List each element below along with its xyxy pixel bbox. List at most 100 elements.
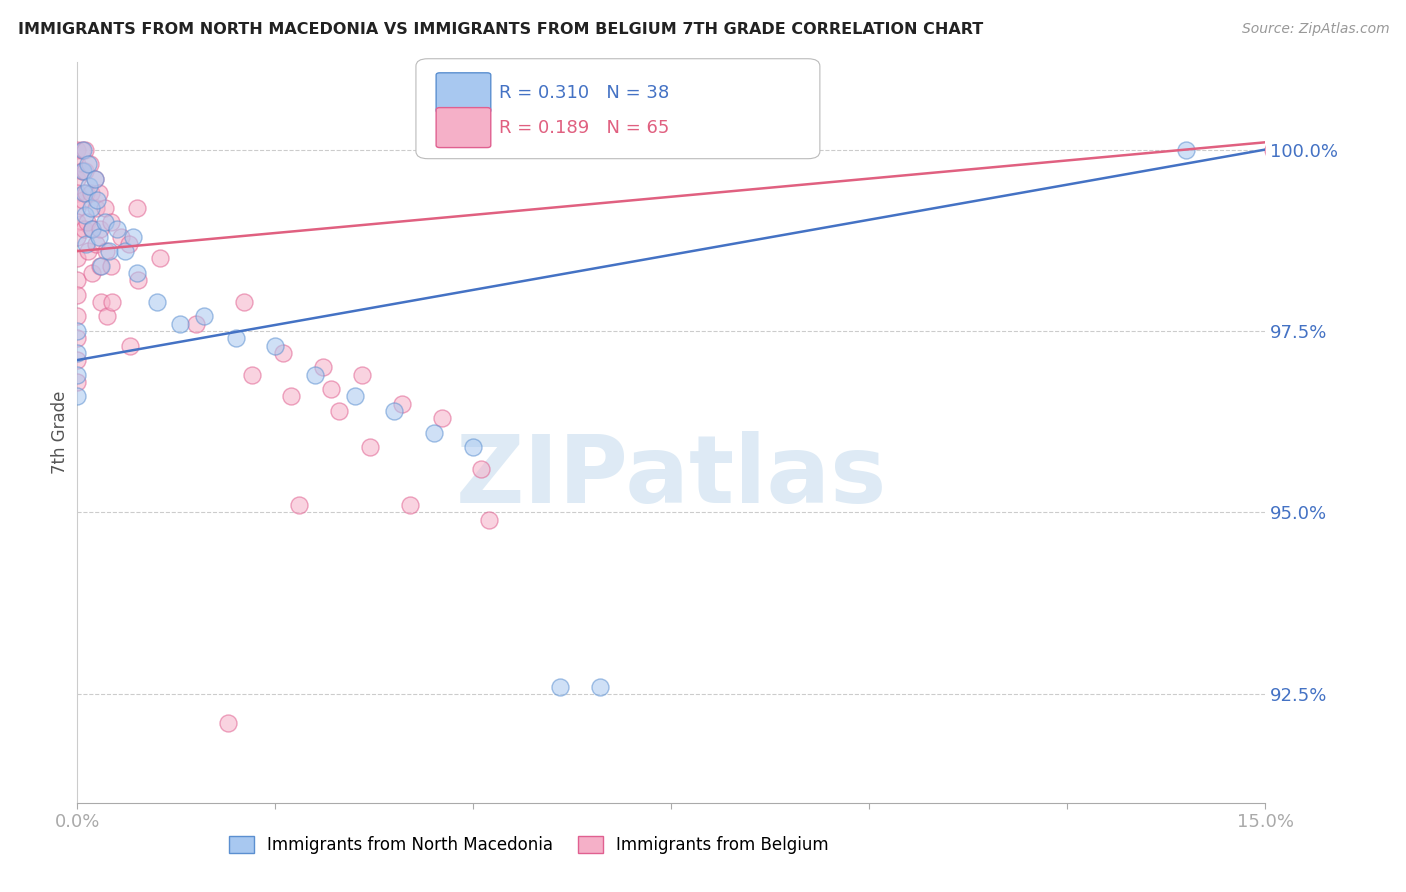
Point bbox=[83, 171, 105, 186]
Point bbox=[100, 259, 122, 273]
FancyBboxPatch shape bbox=[436, 108, 491, 147]
Point bbox=[94, 201, 117, 215]
Point bbox=[66, 201, 89, 215]
Point bbox=[79, 157, 101, 171]
Point bbox=[149, 252, 172, 266]
FancyBboxPatch shape bbox=[436, 73, 491, 112]
Point bbox=[280, 389, 302, 403]
Point bbox=[89, 259, 111, 273]
Point bbox=[66, 324, 89, 338]
Point bbox=[1263, 143, 1285, 157]
Point bbox=[470, 462, 492, 476]
Point bbox=[77, 178, 100, 193]
Point bbox=[82, 266, 104, 280]
Point bbox=[328, 404, 350, 418]
Point bbox=[70, 164, 93, 178]
Point bbox=[73, 222, 96, 236]
Point bbox=[75, 236, 97, 251]
Point bbox=[66, 143, 89, 157]
Point bbox=[94, 244, 117, 259]
Point bbox=[399, 498, 422, 512]
Point bbox=[87, 229, 110, 244]
FancyBboxPatch shape bbox=[416, 59, 820, 159]
Y-axis label: 7th Grade: 7th Grade bbox=[51, 391, 69, 475]
Point bbox=[217, 715, 239, 730]
Point bbox=[75, 186, 97, 200]
Point bbox=[110, 229, 132, 244]
Point bbox=[127, 273, 149, 287]
Point bbox=[66, 186, 89, 200]
Point bbox=[382, 404, 405, 418]
Point bbox=[66, 375, 89, 389]
Point bbox=[87, 186, 110, 200]
Point bbox=[264, 338, 287, 352]
Point bbox=[114, 244, 136, 259]
Point bbox=[66, 345, 89, 359]
Text: R = 0.310   N = 38: R = 0.310 N = 38 bbox=[499, 84, 669, 102]
Point bbox=[169, 317, 191, 331]
Point bbox=[98, 244, 121, 259]
Point bbox=[125, 201, 148, 215]
Point bbox=[80, 222, 103, 236]
Point bbox=[240, 368, 263, 382]
Point bbox=[391, 396, 413, 410]
Point bbox=[76, 244, 98, 259]
Point bbox=[430, 411, 453, 425]
Point bbox=[288, 498, 311, 512]
Point bbox=[66, 171, 89, 186]
Point bbox=[186, 317, 208, 331]
Point bbox=[84, 201, 107, 215]
Point bbox=[66, 389, 89, 403]
Point bbox=[66, 287, 89, 301]
Point bbox=[96, 310, 118, 324]
Point bbox=[66, 157, 89, 171]
Point bbox=[550, 680, 572, 694]
Point bbox=[352, 368, 374, 382]
Point bbox=[589, 680, 612, 694]
Point bbox=[271, 345, 294, 359]
Legend: Immigrants from North Macedonia, Immigrants from Belgium: Immigrants from North Macedonia, Immigra… bbox=[222, 830, 835, 861]
Point bbox=[125, 266, 148, 280]
Point bbox=[76, 215, 98, 229]
Point bbox=[478, 513, 501, 527]
Point bbox=[66, 273, 89, 287]
Point bbox=[225, 331, 247, 345]
Text: ZIPatlas: ZIPatlas bbox=[456, 431, 887, 523]
Point bbox=[86, 236, 108, 251]
Point bbox=[70, 143, 93, 157]
Point bbox=[121, 229, 143, 244]
Point bbox=[66, 353, 89, 368]
Point bbox=[101, 295, 124, 310]
Point bbox=[66, 252, 89, 266]
Text: IMMIGRANTS FROM NORTH MACEDONIA VS IMMIGRANTS FROM BELGIUM 7TH GRADE CORRELATION: IMMIGRANTS FROM NORTH MACEDONIA VS IMMIG… bbox=[18, 22, 984, 37]
Point bbox=[83, 171, 105, 186]
Point bbox=[72, 194, 94, 208]
Point bbox=[66, 368, 89, 382]
Point bbox=[145, 295, 167, 310]
Text: R = 0.189   N = 65: R = 0.189 N = 65 bbox=[499, 119, 669, 136]
Point bbox=[76, 157, 98, 171]
Point bbox=[75, 143, 97, 157]
Point bbox=[304, 368, 326, 382]
Point bbox=[86, 194, 108, 208]
Point bbox=[312, 360, 335, 375]
Point bbox=[73, 186, 96, 200]
Point bbox=[80, 186, 103, 200]
Point bbox=[75, 164, 97, 178]
Point bbox=[90, 295, 112, 310]
Point bbox=[66, 229, 89, 244]
Point bbox=[90, 259, 112, 273]
Point bbox=[118, 338, 141, 352]
Point bbox=[80, 201, 103, 215]
Text: Source: ZipAtlas.com: Source: ZipAtlas.com bbox=[1241, 22, 1389, 37]
Point bbox=[319, 382, 342, 396]
Point bbox=[105, 222, 128, 236]
Point bbox=[72, 143, 94, 157]
Point bbox=[66, 215, 89, 229]
Point bbox=[66, 331, 89, 345]
Point bbox=[89, 222, 111, 236]
Point bbox=[82, 222, 104, 236]
Point bbox=[1175, 143, 1198, 157]
Point bbox=[118, 236, 141, 251]
Point bbox=[100, 215, 122, 229]
